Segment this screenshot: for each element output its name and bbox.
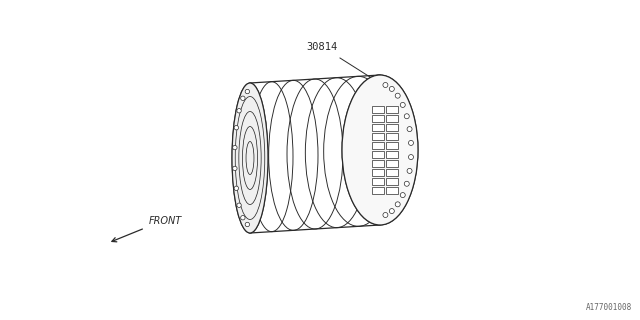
Circle shape	[234, 186, 239, 190]
Bar	[386, 133, 398, 140]
Circle shape	[404, 181, 409, 186]
Bar	[372, 106, 384, 113]
Bar	[386, 115, 398, 122]
Circle shape	[237, 108, 241, 113]
Bar	[386, 178, 398, 185]
Bar	[372, 124, 384, 131]
Circle shape	[396, 93, 400, 98]
Bar	[386, 187, 398, 194]
Bar	[372, 169, 384, 176]
Text: 30814: 30814	[307, 42, 338, 52]
Bar	[386, 124, 398, 131]
Circle shape	[241, 216, 245, 220]
Bar	[372, 133, 384, 140]
Circle shape	[383, 212, 388, 218]
Ellipse shape	[232, 83, 268, 233]
Circle shape	[234, 125, 239, 130]
Bar	[386, 169, 398, 176]
Bar	[386, 151, 398, 158]
Circle shape	[241, 96, 245, 100]
Bar	[372, 151, 384, 158]
Circle shape	[383, 83, 388, 87]
Circle shape	[396, 202, 400, 207]
Bar	[386, 142, 398, 149]
Circle shape	[407, 127, 412, 132]
Circle shape	[237, 203, 241, 207]
Bar	[372, 142, 384, 149]
Bar	[372, 115, 384, 122]
Circle shape	[389, 86, 394, 92]
Circle shape	[408, 155, 413, 160]
Ellipse shape	[342, 75, 418, 225]
Circle shape	[245, 222, 250, 227]
Bar	[372, 187, 384, 194]
Circle shape	[245, 89, 250, 94]
Circle shape	[400, 193, 405, 197]
Circle shape	[407, 168, 412, 173]
Bar	[386, 160, 398, 167]
Circle shape	[400, 102, 405, 108]
Circle shape	[233, 145, 237, 150]
Bar	[372, 160, 384, 167]
Circle shape	[408, 140, 413, 145]
Bar	[386, 106, 398, 113]
Circle shape	[389, 209, 394, 213]
Text: FRONT: FRONT	[149, 216, 182, 226]
Circle shape	[233, 166, 237, 171]
Bar	[372, 178, 384, 185]
Text: A177001008: A177001008	[586, 303, 632, 312]
Circle shape	[404, 114, 409, 119]
